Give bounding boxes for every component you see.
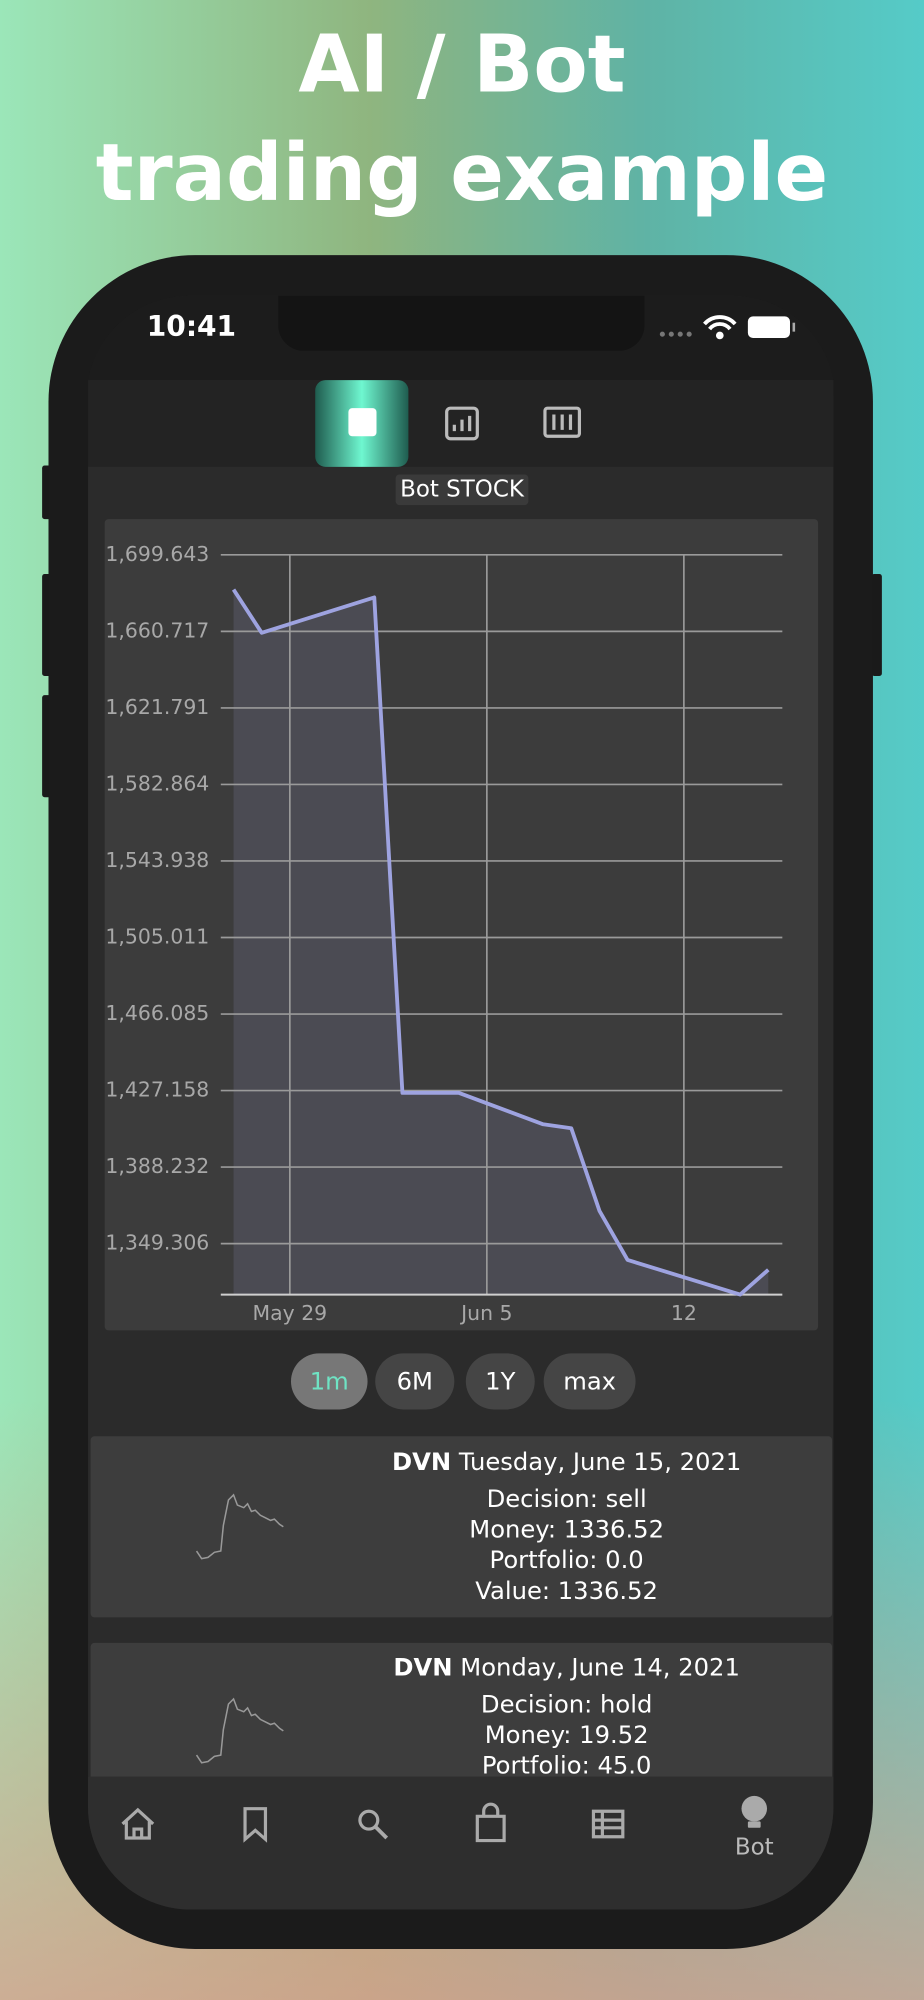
nav-home[interactable] (121, 1807, 155, 1840)
tab-icon[interactable] (348, 408, 377, 437)
y-tick-label: 1,505.011 (105, 924, 209, 948)
y-tick-label: 1,427.158 (105, 1078, 209, 1102)
range-label[interactable]: 6M (397, 1367, 433, 1396)
card-portfolio: Portfolio: 45.0 (482, 1751, 652, 1780)
nav-search[interactable] (358, 1809, 380, 1831)
nav-label[interactable]: Bot (735, 1835, 774, 1861)
headline: AI / Bot (298, 19, 625, 111)
card-money: Money: 19.52 (485, 1720, 649, 1749)
card-ticker: DVN (393, 1652, 452, 1681)
card-money: Money: 1336.52 (469, 1515, 664, 1544)
range-button[interactable] (465, 1353, 535, 1410)
status-time: 10:41 (147, 310, 236, 343)
card (90, 1642, 833, 1777)
area (233, 589, 769, 1295)
decision-list: DVN Tuesday, June 15, 2021 Decision: sel… (90, 1436, 833, 1780)
notch (278, 295, 645, 351)
card-decision: Decision: hold (481, 1689, 652, 1718)
y-tick-label: 1,349.306 (105, 1231, 209, 1255)
nav-bot-icon[interactable] (741, 1795, 768, 1822)
tab-icon[interactable] (543, 406, 582, 438)
range-button[interactable] (290, 1353, 368, 1410)
nav-bag[interactable] (475, 1802, 506, 1843)
range-label[interactable]: 1Y (485, 1367, 515, 1396)
wifi-icon (715, 331, 724, 340)
x-tick-label: Jun 5 (459, 1301, 512, 1325)
range-label[interactable]: max (563, 1367, 616, 1396)
nav-bookmarks[interactable] (243, 1807, 268, 1843)
card-date: Monday, June 14, 2021 (460, 1652, 740, 1681)
chart-title: Bot STOCK (400, 476, 525, 502)
y-tick-label: 1,388.232 (105, 1154, 209, 1178)
nav-bot-icon (747, 1821, 761, 1828)
y-tick-label: 1,699.643 (105, 542, 209, 566)
bottom-nav (88, 1776, 834, 1910)
card-decision: Decision: sell (487, 1484, 647, 1513)
sparkline (195, 1493, 284, 1560)
battery-icon (792, 322, 796, 332)
headline: trading example (96, 127, 828, 219)
chart: 1,699.643 1,660.717 1,621.791 1,582.864 1,54… (105, 542, 783, 1325)
line (231, 588, 770, 1297)
card-value: Value: 1336.52 (475, 1576, 658, 1605)
range-label[interactable]: 1m (310, 1367, 349, 1396)
sparkline (195, 1697, 284, 1764)
range-buttons: 1m 6M 1Y max (290, 1353, 636, 1410)
y-tick-label: 1,621.791 (105, 695, 209, 719)
phone-button (871, 573, 882, 677)
card-date: Tuesday, June 15, 2021 (458, 1447, 741, 1476)
card-ticker: DVN (392, 1447, 451, 1476)
card-heading: DVN Tuesday, June 15, 2021 (392, 1447, 741, 1476)
range-button[interactable] (543, 1353, 636, 1410)
y-tick-label: 1,466.085 (105, 1001, 209, 1025)
tab-icon (552, 414, 573, 430)
wifi-icon (703, 315, 737, 331)
y-tick-label: 1,660.717 (105, 618, 209, 642)
battery-icon (747, 316, 790, 339)
card-heading: DVN Monday, June 14, 2021 (393, 1652, 739, 1681)
tab-icon (452, 415, 472, 432)
tab-icon[interactable] (445, 406, 479, 441)
card-portfolio: Portfolio: 0.0 (490, 1545, 644, 1574)
y-tick-label: 1,582.864 (105, 771, 209, 795)
range-button[interactable] (375, 1353, 455, 1410)
x-tick-label: May 29 (253, 1301, 328, 1325)
x-tick-label: 12 (671, 1301, 697, 1325)
signal-dots (659, 331, 692, 337)
nav-search (373, 1825, 389, 1840)
chart-title-bg (395, 474, 529, 506)
nav-list[interactable] (591, 1809, 625, 1839)
card (90, 1436, 833, 1618)
y-tick-label: 1,543.938 (105, 848, 209, 872)
